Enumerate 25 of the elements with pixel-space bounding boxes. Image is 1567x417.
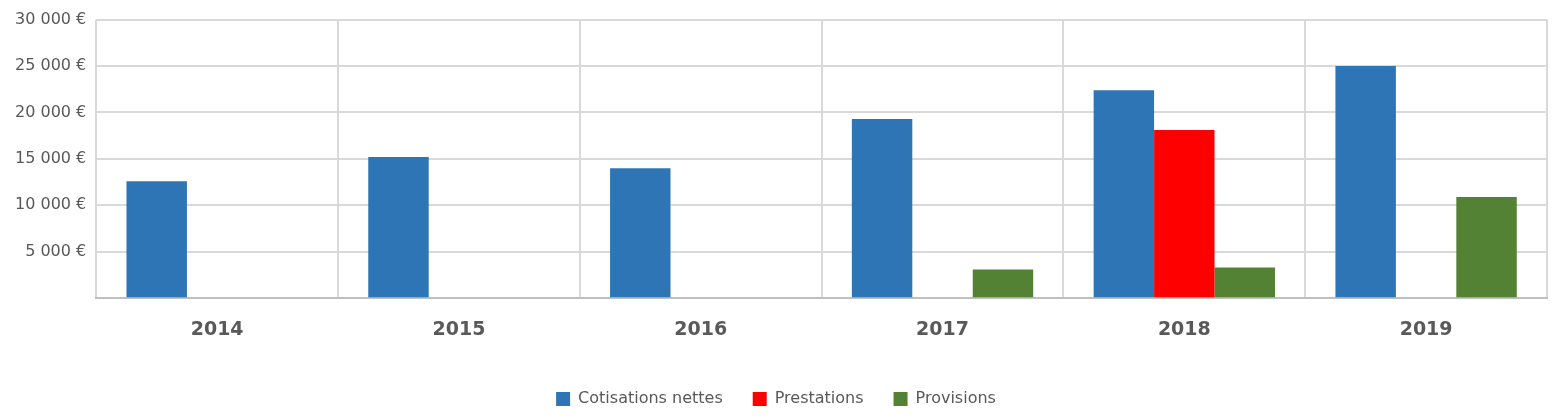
legend-label: Prestations [774,388,864,408]
legend-label: Cotisations nettes [578,388,723,408]
bar [1214,267,1275,298]
x-tick-label: 2019 [1399,316,1453,339]
bar [1456,196,1517,298]
bar [126,181,187,298]
y-tick-label: 25 000 € [15,55,87,75]
x-tick-label: 2015 [432,316,486,339]
bar [610,168,671,298]
y-tick-label: 20 000 € [15,101,87,121]
bar [368,157,429,298]
bar [1335,66,1396,298]
y-tick-label: 15 000 € [15,148,87,168]
x-tick-label: 2018 [1157,316,1211,339]
y-tick-label: 5 000 € [25,240,87,260]
x-tick-label: 2014 [190,316,244,339]
y-tick-label: 10 000 € [15,194,87,214]
y-tick-label: 30 000 € [15,8,87,28]
bar [1093,90,1155,298]
bar [1154,130,1215,298]
bar [851,118,913,298]
x-tick-label: 2016 [674,316,728,339]
x-tick-label: 2017 [916,316,969,339]
bar [972,269,1034,298]
legend-label: Provisions [915,388,996,408]
